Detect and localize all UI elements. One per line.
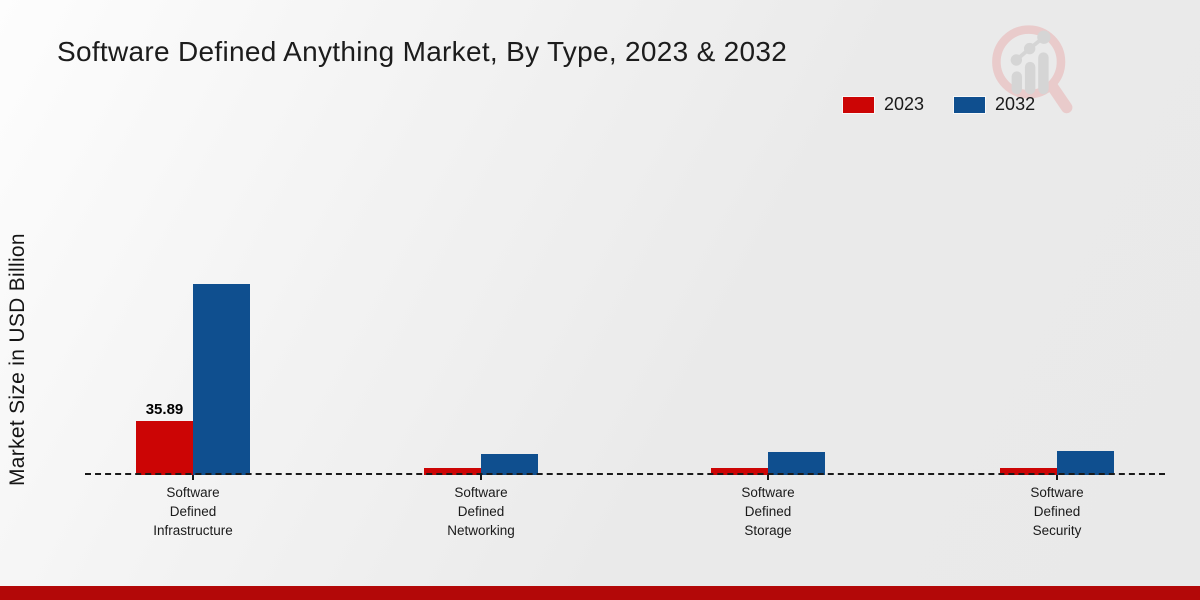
x-category-label: Software Defined Security bbox=[1030, 485, 1084, 538]
x-category-label: Software Defined Infrastructure bbox=[153, 485, 233, 538]
chart-title: Software Defined Anything Market, By Typ… bbox=[57, 36, 788, 67]
x-axis-tick bbox=[1056, 475, 1058, 480]
bar-2032-software-defined-storage bbox=[768, 452, 825, 475]
footer-accent-stripe bbox=[0, 586, 1200, 600]
legend-label-2032: 2032 bbox=[995, 94, 1036, 114]
legend-swatch-2023 bbox=[843, 96, 874, 113]
legend-label-2023: 2023 bbox=[884, 94, 925, 114]
x-category-label: Software Defined Storage bbox=[741, 485, 795, 538]
x-axis-tick bbox=[192, 475, 194, 480]
x-axis-tick bbox=[480, 475, 482, 480]
zero-baseline bbox=[85, 473, 1165, 475]
bar-2032-software-defined-security bbox=[1057, 451, 1114, 475]
x-category-label: Software Defined Networking bbox=[447, 485, 515, 538]
bar-2023-software-defined-infrastructure bbox=[136, 421, 193, 475]
bar-2032-software-defined-infrastructure bbox=[193, 284, 250, 475]
legend-item-2032: 2032 bbox=[954, 94, 1035, 115]
bar-value-label-2023: 35.89 bbox=[145, 401, 184, 418]
x-axis-tick bbox=[767, 475, 769, 480]
legend: 2023 2032 bbox=[843, 94, 1035, 115]
bar-2023-software-defined-security bbox=[1000, 468, 1057, 475]
bar-2023-software-defined-storage bbox=[711, 468, 768, 475]
bar-2023-software-defined-networking bbox=[424, 468, 481, 475]
legend-swatch-2032 bbox=[954, 96, 986, 113]
magnifier-bar-chart-watermark-icon bbox=[992, 25, 1073, 114]
bar-2032-software-defined-networking bbox=[481, 454, 538, 475]
legend-item-2023: 2023 bbox=[843, 94, 924, 115]
